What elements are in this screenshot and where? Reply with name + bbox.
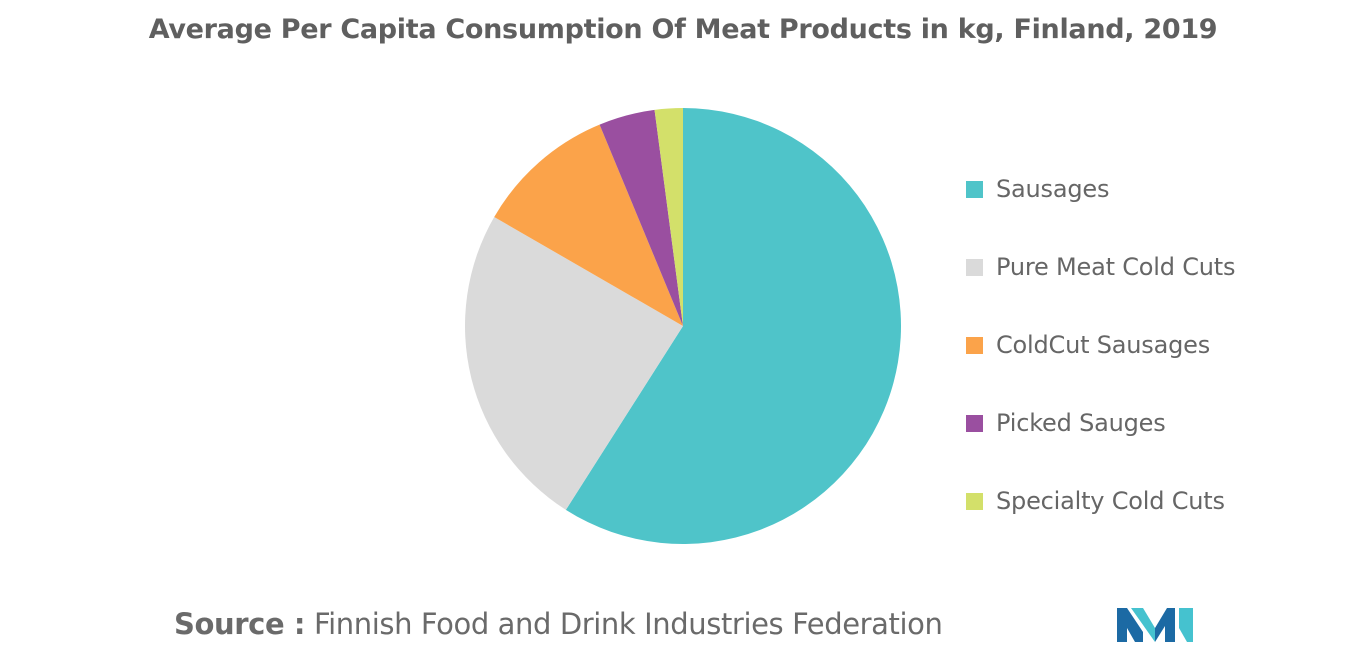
legend-item: Sausages — [966, 150, 1235, 228]
chart-legend: Sausages Pure Meat Cold Cuts ColdCut Sausa… — [966, 150, 1235, 540]
legend-swatch — [966, 336, 983, 354]
legend-item: Specialty Cold Cuts — [966, 462, 1235, 540]
legend-label: ColdCut Sausages — [996, 331, 1211, 359]
source-note: Source : Finnish Food and Drink Industri… — [174, 607, 943, 641]
source-prefix: Source : — [174, 607, 306, 641]
legend-swatch — [966, 492, 983, 510]
pie-slice-picked-sauges — [599, 109, 683, 326]
pie-slice-specialty-cold-cuts — [654, 108, 683, 326]
legend-label: Sausages — [996, 175, 1110, 203]
legend-item: Pure Meat Cold Cuts — [966, 228, 1235, 306]
legend-swatch — [966, 414, 983, 432]
legend-label: Picked Sauges — [996, 409, 1166, 437]
chart-title: Average Per Capita Consumption Of Meat P… — [148, 14, 1218, 45]
legend-swatch — [966, 180, 983, 198]
pie-slice-coldcut-sausages — [494, 124, 683, 326]
legend-item: Picked Sauges — [966, 384, 1235, 462]
legend-swatch — [966, 258, 983, 276]
pie-slice-sausages — [565, 108, 902, 544]
mordor-intelligence-logo-icon — [1117, 608, 1193, 642]
legend-item: ColdCut Sausages — [966, 306, 1235, 384]
source-text: Finnish Food and Drink Industries Federa… — [313, 607, 943, 641]
pie-slice-pure-meat-cold-cuts — [465, 217, 683, 510]
legend-label: Specialty Cold Cuts — [996, 487, 1225, 515]
legend-label: Pure Meat Cold Cuts — [996, 253, 1236, 281]
